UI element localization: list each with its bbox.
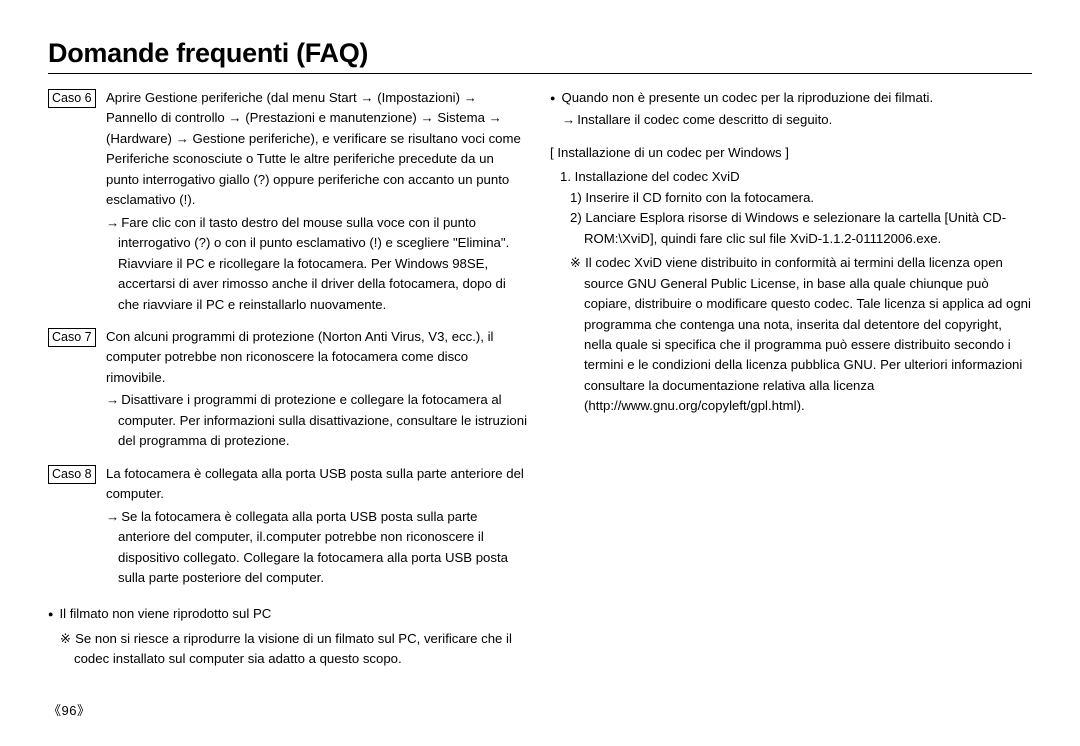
case-block: Caso 7 Con alcuni programmi di protezion… [48, 327, 530, 452]
case-arrow-text: Se la fotocamera è collegata alla porta … [106, 507, 530, 589]
section-heading: [ Installazione di un codec per Windows … [550, 143, 1032, 163]
bullet-heading: Il filmato non viene riprodotto sul PC [48, 604, 530, 624]
case-label: Caso 8 [48, 464, 106, 589]
case-arrow-text: Fare clic con il tasto destro del mouse … [106, 213, 530, 315]
case-main-text: Con alcuni programmi di protezione (Nort… [106, 327, 530, 388]
case-label: Caso 6 [48, 88, 106, 315]
case-body: Con alcuni programmi di protezione (Nort… [106, 327, 530, 452]
right-column: Quando non è presente un codec per la ri… [550, 88, 1032, 670]
case-arrow-text: Disattivare i programmi di protezione e … [106, 390, 530, 451]
license-note: Il codec XviD viene distribuito in confo… [550, 253, 1032, 417]
bullet-arrow-text: Installare il codec come descritto di se… [562, 110, 1032, 130]
document-page: Domande frequenti (FAQ) Caso 6 Aprire Ge… [0, 0, 1080, 670]
case-body: La fotocamera è collegata alla porta USB… [106, 464, 530, 589]
content-columns: Caso 6 Aprire Gestione periferiche (dal … [48, 88, 1032, 670]
bullet-heading: Quando non è presente un codec per la ri… [550, 88, 1032, 108]
install-step: 1. Installazione del codec XviD [550, 167, 1032, 187]
case-block: Caso 6 Aprire Gestione periferiche (dal … [48, 88, 530, 315]
left-column: Caso 6 Aprire Gestione periferiche (dal … [48, 88, 530, 670]
page-title: Domande frequenti (FAQ) [48, 38, 1032, 69]
case-body: Aprire Gestione periferiche (dal menu St… [106, 88, 530, 315]
case-main-text: La fotocamera è collegata alla porta USB… [106, 464, 530, 505]
page-number: 《96》 [48, 700, 90, 719]
title-block: Domande frequenti (FAQ) [48, 38, 1032, 74]
case-block: Caso 8 La fotocamera è collegata alla po… [48, 464, 530, 589]
case-label: Caso 7 [48, 327, 106, 452]
bullet-note: Se non si riesce a riprodurre la visione… [48, 629, 530, 670]
install-substep: 1) Inserire il CD fornito con la fotocam… [550, 188, 1032, 208]
install-substep: 2) Lanciare Esplora risorse di Windows e… [550, 208, 1032, 249]
case-main-text: Aprire Gestione periferiche (dal menu St… [106, 88, 530, 211]
